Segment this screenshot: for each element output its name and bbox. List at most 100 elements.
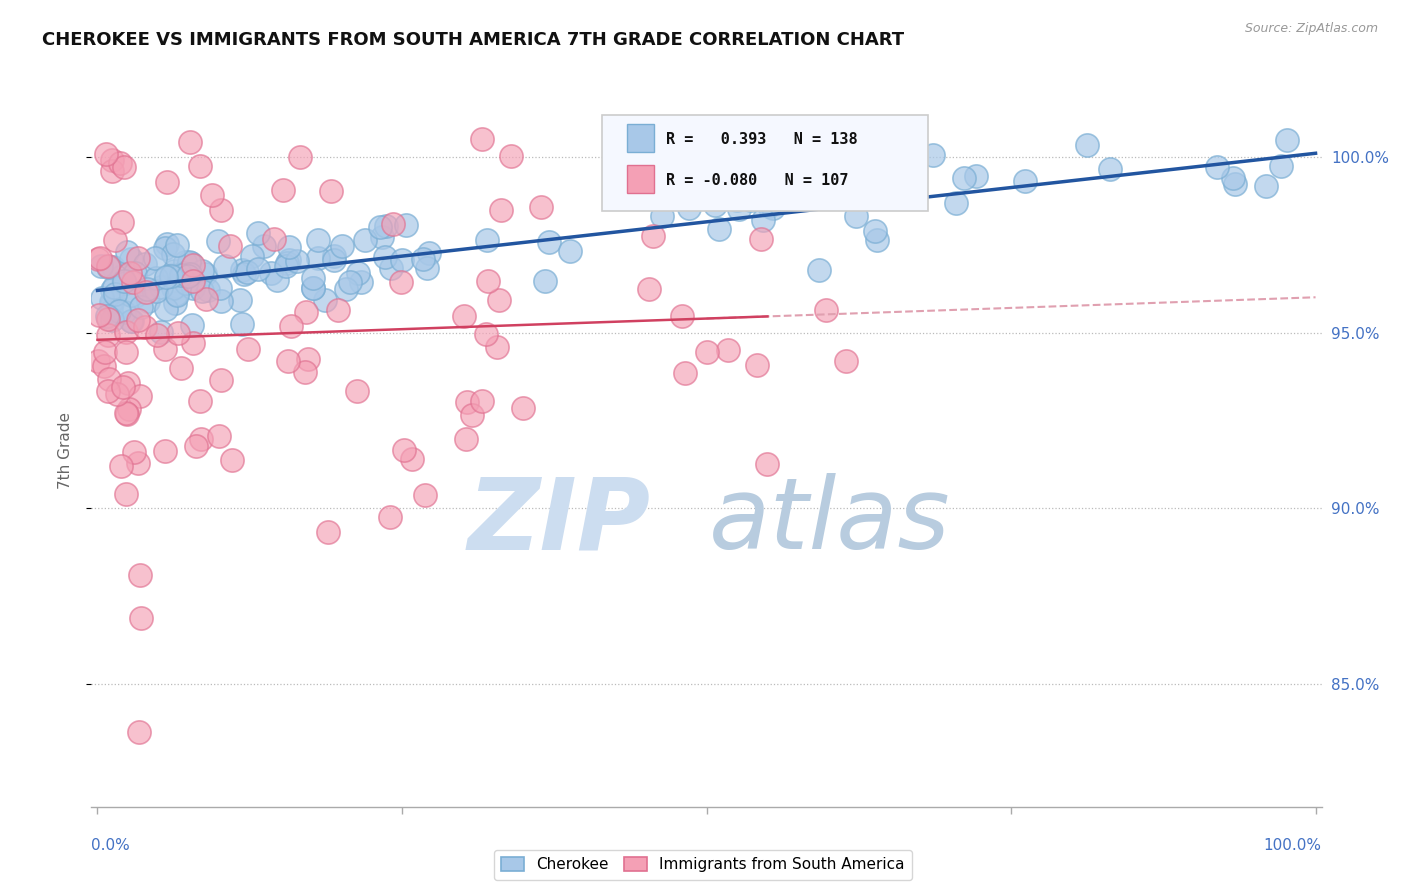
Cherokee [537,235,560,250]
Immigrants from South America [115,407,138,421]
Immigrants from South America [127,456,149,470]
Cherokee [180,256,202,270]
Text: R = -0.080   N = 107: R = -0.080 N = 107 [666,173,848,188]
Cherokee [253,239,276,253]
Immigrants from South America [112,380,135,394]
Immigrants from South America [181,335,204,350]
Cherokee [145,271,167,285]
Immigrants from South America [814,132,837,146]
Cherokee [945,196,967,211]
Cherokee [534,274,557,288]
Immigrants from South America [381,217,404,231]
Cherokee [323,249,346,263]
Immigrants from South America [295,305,318,319]
Y-axis label: 7th Grade: 7th Grade [58,412,73,489]
Cherokee [114,277,136,291]
Immigrants from South America [93,359,115,373]
Cherokee [740,193,762,207]
Immigrants from South America [122,444,145,458]
Cherokee [181,281,204,295]
Cherokee [143,251,166,265]
Immigrants from South America [153,342,176,356]
Cherokee [922,148,945,162]
Cherokee [136,293,159,308]
Text: ZIP: ZIP [467,474,651,570]
Cherokee [166,286,188,301]
Immigrants from South America [121,276,143,290]
Cherokee [758,199,780,213]
Immigrants from South America [273,183,295,197]
Cherokee [176,276,198,290]
Cherokee [374,219,396,233]
Cherokee [1270,159,1292,173]
Cherokee [1277,133,1299,147]
Immigrants from South America [673,366,696,380]
Cherokee [274,259,297,273]
Immigrants from South America [128,389,150,403]
Cherokee [107,304,129,318]
Cherokee [391,252,413,267]
Text: 100.0%: 100.0% [1264,838,1322,853]
Immigrants from South America [389,275,412,289]
Cherokee [808,262,831,277]
Cherokee [323,252,346,267]
Immigrants from South America [184,439,207,453]
Immigrants from South America [97,259,120,273]
Text: R =   0.393   N = 138: R = 0.393 N = 138 [666,132,858,147]
Immigrants from South America [97,371,120,385]
Immigrants from South America [188,159,211,173]
Cherokee [278,240,301,254]
Immigrants from South America [280,318,302,333]
Cherokee [278,253,301,268]
Cherokee [678,201,700,215]
Immigrants from South America [277,353,299,368]
Cherokee [707,222,730,236]
Cherokee [752,213,775,227]
Immigrants from South America [209,373,232,387]
Cherokee [208,281,231,295]
Cherokee [207,234,229,248]
Immigrants from South America [530,200,553,214]
Immigrants from South America [297,351,319,366]
Immigrants from South America [756,458,779,472]
Cherokee [703,198,725,212]
Immigrants from South America [346,384,368,398]
Immigrants from South America [209,203,232,218]
Cherokee [845,209,868,223]
Cherokee [103,280,125,294]
Immigrants from South America [671,310,693,324]
Immigrants from South America [96,311,118,326]
Immigrants from South America [413,488,436,502]
Cherokee [276,255,298,269]
Cherokee [475,233,498,247]
Immigrants from South America [108,155,131,169]
Cherokee [115,244,138,259]
Cherokee [247,261,270,276]
Cherokee [156,237,179,252]
Cherokee [354,233,377,247]
Immigrants from South America [117,376,139,390]
Immigrants from South America [86,353,108,368]
Immigrants from South America [181,258,204,272]
Cherokee [97,260,120,274]
Cherokee [285,254,308,268]
Immigrants from South America [110,459,132,474]
Cherokee [155,302,177,317]
Cherokee [302,281,325,295]
Cherokee [710,190,733,204]
Cherokee [314,293,336,307]
Immigrants from South America [89,308,111,322]
Immigrants from South America [696,344,718,359]
Immigrants from South America [89,252,111,266]
Immigrants from South America [127,313,149,327]
Immigrants from South America [115,405,138,419]
Cherokee [149,279,172,293]
Immigrants from South America [328,302,350,317]
Cherokee [177,255,200,269]
Cherokee [232,268,254,282]
Immigrants from South America [195,292,218,306]
Cherokee [166,287,188,301]
Cherokee [1225,177,1247,191]
Immigrants from South America [200,188,222,202]
Cherokee [214,259,236,273]
